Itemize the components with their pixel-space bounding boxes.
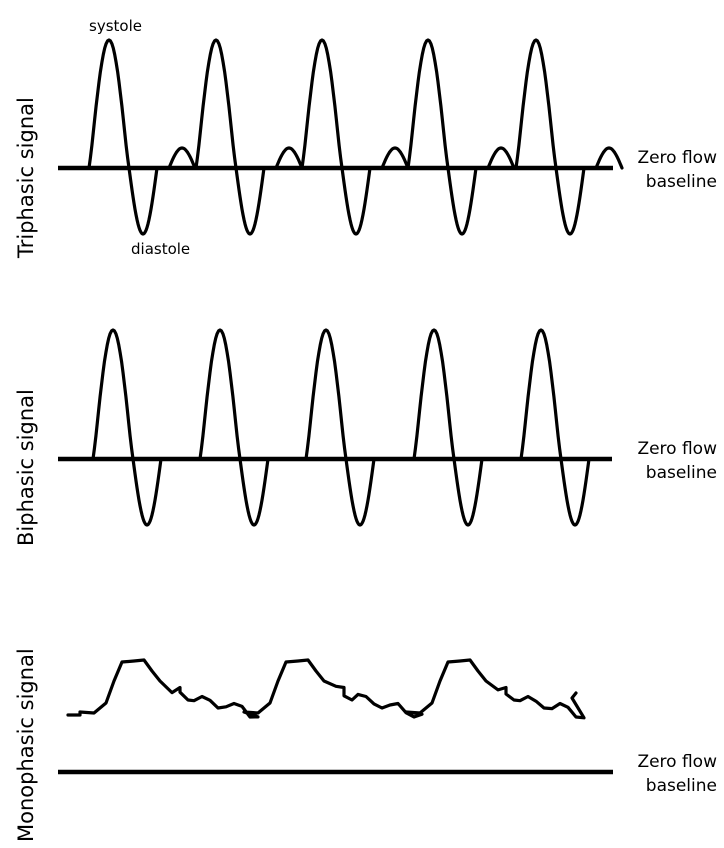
monophasic-zero-flow-label-line2: baseline xyxy=(646,776,717,796)
triphasic-waveform xyxy=(85,38,624,236)
triphasic-panel: Triphasic signal systole diastole Zero f… xyxy=(14,17,717,259)
triphasic-zero-flow-label-line1: Zero flow xyxy=(637,148,717,168)
biphasic-panel: Biphasic signal Zero flow baseline xyxy=(14,328,717,546)
biphasic-zero-flow-label-line1: Zero flow xyxy=(637,439,717,459)
monophasic-signal-label: Monophasic signal xyxy=(14,648,38,842)
triphasic-zero-flow-label-line2: baseline xyxy=(646,172,717,192)
monophasic-panel: Monophasic signal Zero flow baseline xyxy=(14,648,717,842)
diastole-label: diastole xyxy=(131,240,190,258)
monophasic-waveform xyxy=(66,658,586,720)
biphasic-signal-label: Biphasic signal xyxy=(14,389,38,546)
biphasic-waveform xyxy=(89,328,591,527)
biphasic-zero-flow-label-line2: baseline xyxy=(646,463,717,483)
systole-label: systole xyxy=(89,17,142,35)
monophasic-zero-flow-label-line1: Zero flow xyxy=(637,752,717,772)
triphasic-signal-label: Triphasic signal xyxy=(14,97,38,259)
